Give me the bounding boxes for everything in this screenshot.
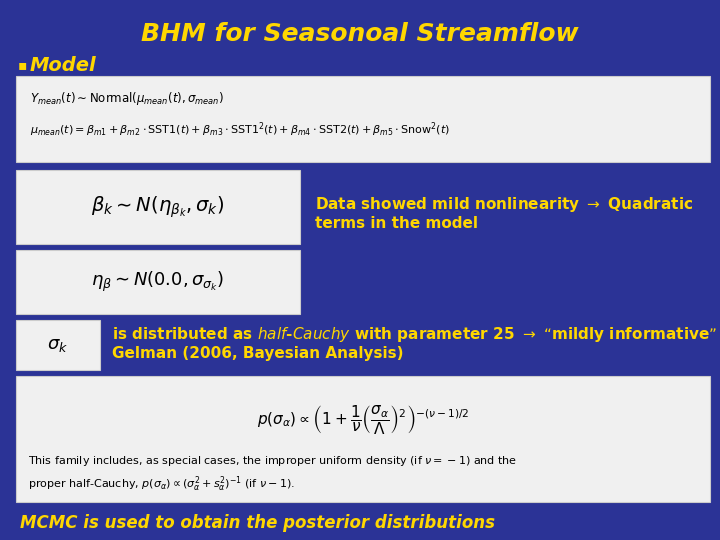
Text: BHM for Seasonoal Streamflow: BHM for Seasonoal Streamflow <box>141 22 579 46</box>
FancyBboxPatch shape <box>16 76 710 162</box>
Text: $p(\sigma_\alpha) \propto \left(1 + \dfrac{1}{\nu}\left(\dfrac{\sigma_\alpha}{\L: $p(\sigma_\alpha) \propto \left(1 + \dfr… <box>257 403 469 436</box>
Text: $\mu_{mean}(t) = \beta_{m1} + \beta_{m2} \cdot \mathrm{SST1}(t) + \beta_{m3} \cd: $\mu_{mean}(t) = \beta_{m1} + \beta_{m2}… <box>30 120 450 139</box>
Text: $\beta_k \sim N(\eta_{\beta_k}, \sigma_k)$: $\beta_k \sim N(\eta_{\beta_k}, \sigma_k… <box>91 194 225 220</box>
Text: Data showed mild nonlinearity $\rightarrow$ Quadratic
terms in the model: Data showed mild nonlinearity $\rightarr… <box>315 195 693 232</box>
FancyBboxPatch shape <box>16 376 710 502</box>
Text: proper half-Cauchy, $p(\sigma_\alpha) \propto (\sigma^2_\alpha + s^2_\alpha)^{-1: proper half-Cauchy, $p(\sigma_\alpha) \p… <box>28 474 295 494</box>
FancyBboxPatch shape <box>16 320 100 370</box>
FancyBboxPatch shape <box>16 250 300 314</box>
Text: $\eta_{\beta} \sim N(0.0, \sigma_{\sigma_k})$: $\eta_{\beta} \sim N(0.0, \sigma_{\sigma… <box>91 270 225 294</box>
Text: $Y_{mean}(t) \sim \mathrm{Normal}(\mu_{mean}(t), \sigma_{mean})$: $Y_{mean}(t) \sim \mathrm{Normal}(\mu_{m… <box>30 90 224 107</box>
Text: This family includes, as special cases, the improper uniform density (if $\nu = : This family includes, as special cases, … <box>28 454 517 468</box>
Text: Model: Model <box>30 56 96 75</box>
Text: ▪: ▪ <box>18 58 27 72</box>
Text: MCMC is used to obtain the posterior distributions: MCMC is used to obtain the posterior dis… <box>20 514 495 532</box>
FancyBboxPatch shape <box>16 170 300 244</box>
Text: is distributed as $\mathit{half}$-$\mathit{Cauchy}$ with parameter 25 $\rightarr: is distributed as $\mathit{half}$-$\math… <box>112 325 717 361</box>
Text: $\sigma_k$: $\sigma_k$ <box>48 336 68 354</box>
